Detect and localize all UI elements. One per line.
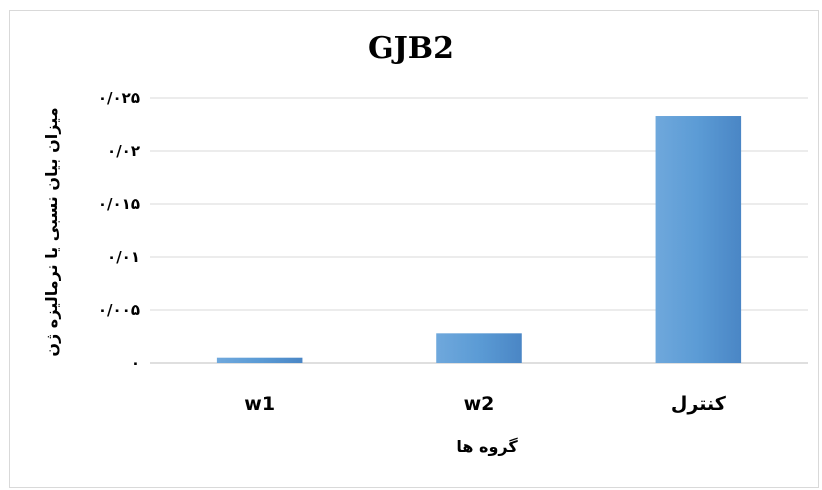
y-tick-label: ۰/۰۱۵: [98, 195, 140, 213]
x-category-label: w2: [464, 393, 495, 415]
x-category-label: w1: [244, 393, 275, 415]
bar-3: [655, 116, 742, 364]
y-tick-label: ۰: [131, 354, 140, 372]
x-axis-labels: w1 w2 کنترل: [244, 393, 726, 415]
y-tick-label: ۰/۰۲: [107, 142, 140, 160]
bar-1: [216, 357, 303, 363]
x-axis-title: گروه ها: [456, 437, 518, 456]
chart-title: GJB2: [368, 31, 454, 66]
bar-2: [436, 333, 522, 363]
y-axis-ticks: ۰ ۰/۰۰۵ ۰/۰۱ ۰/۰۱۵ ۰/۰۲ ۰/۰۲۵: [98, 89, 140, 372]
x-category-label: کنترل: [671, 393, 727, 415]
y-tick-label: ۰/۰۱: [107, 248, 140, 266]
y-axis-title: میزان بیان نسبی یا نرمالیزه ژن: [42, 107, 61, 356]
y-tick-label: ۰/۰۲۵: [98, 89, 140, 107]
y-tick-label: ۰/۰۰۵: [98, 301, 140, 319]
bars: [216, 116, 742, 364]
